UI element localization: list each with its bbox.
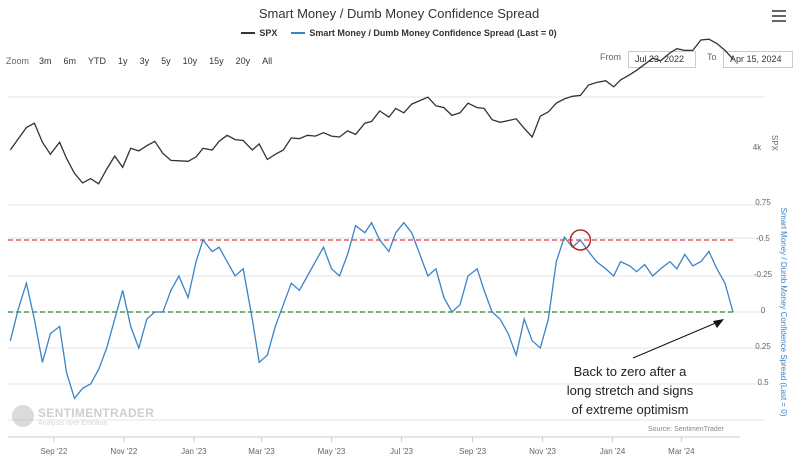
zoom-label: Zoom	[6, 56, 30, 66]
spx-line	[9, 38, 734, 185]
annotation-text: long stretch and signs	[567, 383, 694, 398]
zoom-button-10y[interactable]: 10y	[182, 56, 198, 66]
x-tick-label: Nov '22	[110, 447, 137, 456]
chart-legend: SPX Smart Money / Dumb Money Confidence …	[0, 28, 798, 38]
spread-tick-label: 0	[761, 306, 766, 315]
zoom-button-3m[interactable]: 3m	[39, 56, 52, 66]
highlight-circle	[569, 229, 592, 251]
x-tick-label: Jan '24	[600, 447, 626, 456]
x-tick-label: Sep '23	[459, 447, 486, 456]
zoom-button-1y[interactable]: 1y	[118, 56, 128, 66]
zoom-button-3y[interactable]: 3y	[139, 56, 150, 66]
spread-axis-title: Smart Money / Dumb Money Confidence Spre…	[779, 208, 788, 417]
annotation-arrow	[632, 321, 719, 359]
legend-label-spx: SPX	[259, 28, 278, 38]
legend-swatch-spx	[241, 32, 256, 34]
legend-label-spread: Smart Money / Dumb Money Confidence Spre…	[309, 28, 557, 38]
range-from-label: From	[600, 52, 621, 62]
watermark-subtitle: Analysis over Emotion	[38, 419, 108, 427]
zoom-button-ytd[interactable]: YTD	[88, 56, 107, 66]
annotation-text: Back to zero after a	[574, 364, 687, 379]
legend-item-spread[interactable]: Smart Money / Dumb Money Confidence Spre…	[291, 28, 557, 38]
spread-tick-label: 0.25	[755, 342, 771, 351]
x-tick-label: Mar '23	[248, 447, 275, 456]
zoom-button-15y[interactable]: 15y	[209, 56, 224, 66]
legend-swatch-spread	[291, 32, 306, 34]
hamburger-menu-icon[interactable]	[772, 10, 786, 22]
source-credit: Source: SentimenTrader	[648, 426, 724, 433]
legend-item-spx[interactable]: SPX	[241, 28, 277, 38]
x-tick-label: Nov '23	[529, 447, 556, 456]
watermark: SENTIMENTRADER Analysis over Emotion	[12, 405, 154, 427]
spread-tick-label: 0.75	[755, 198, 771, 207]
spx-axis-title: SPX	[770, 135, 779, 152]
spread-line	[9, 221, 734, 400]
x-tick-label: Jul '23	[390, 447, 413, 456]
range-to-label: To	[707, 52, 717, 62]
range-to-input[interactable]: Apr 15, 2024	[723, 51, 793, 68]
zoom-button-6m[interactable]: 6m	[63, 56, 77, 66]
annotation-text: of extreme optimism	[571, 402, 688, 417]
zoom-button-20y[interactable]: 20y	[235, 56, 251, 66]
x-tick-label: Mar '24	[668, 447, 695, 456]
zoom-button-all[interactable]: All	[262, 56, 273, 66]
spread-tick-label: -0.5	[756, 234, 770, 243]
watermark-logo-icon	[12, 405, 34, 427]
spread-tick-label: -0.25	[754, 270, 773, 279]
x-tick-label: Jan '23	[181, 447, 207, 456]
watermark-title: SENTIMENTRADER	[38, 405, 155, 420]
x-tick-label: Sep '22	[40, 447, 67, 456]
x-tick-label: May '23	[318, 447, 346, 456]
annotation-arrowhead	[713, 319, 724, 328]
zoom-button-5y[interactable]: 5y	[161, 56, 171, 66]
spread-tick-label: 0.5	[757, 378, 769, 387]
zoom-bar: Zoom 3m 6m YTD 1y 3y 5y 10y 15y 20y All	[6, 54, 280, 68]
chart-title: Smart Money / Dumb Money Confidence Spre…	[258, 6, 540, 21]
spx-tick-label: 4k	[753, 143, 762, 152]
